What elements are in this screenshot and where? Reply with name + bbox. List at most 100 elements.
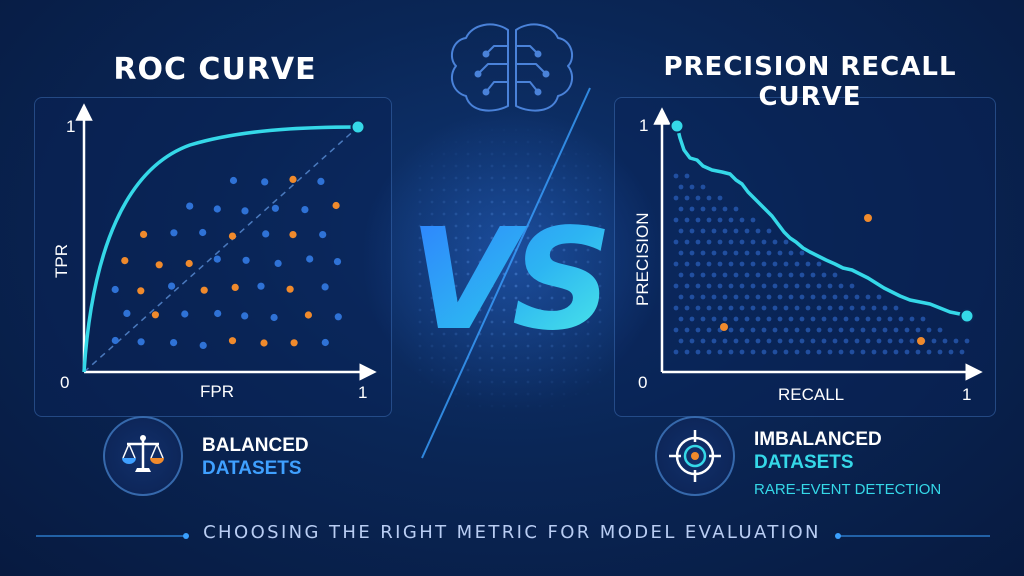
pr-negative-point: [717, 239, 723, 245]
pr-negative-point: [722, 316, 728, 322]
background-dot: [514, 200, 518, 204]
background-dot: [430, 308, 434, 312]
pr-negative-point: [926, 327, 932, 333]
background-dot: [467, 405, 470, 408]
background-dot: [526, 404, 530, 408]
background-dot: [418, 248, 422, 252]
background-dot: [430, 380, 434, 384]
background-dot: [526, 296, 530, 300]
background-dot: [526, 236, 530, 240]
background-dot: [514, 320, 518, 324]
background-dot: [454, 284, 458, 288]
background-dot: [478, 224, 482, 228]
background-dot: [418, 296, 422, 300]
background-dot: [574, 356, 578, 360]
pr-negative-point: [673, 283, 679, 289]
background-dot: [562, 332, 566, 336]
background-dot: [466, 176, 470, 180]
background-dot: [478, 380, 482, 384]
pr-negative-point: [678, 316, 684, 322]
background-dot: [442, 248, 446, 252]
background-dot: [514, 392, 518, 396]
pr-negative-point: [805, 349, 811, 355]
background-dot: [466, 260, 470, 264]
background-dot: [562, 212, 566, 216]
background-dot: [431, 393, 434, 396]
background-dot: [490, 176, 494, 180]
background-dot: [443, 393, 446, 396]
background-dot: [442, 284, 446, 288]
background-dot: [418, 344, 422, 348]
pr-negative-point: [673, 217, 679, 223]
pr-negative-point: [750, 239, 756, 245]
background-dot: [478, 404, 482, 408]
pr-negative-point: [794, 327, 800, 333]
pr-negative-point: [766, 272, 772, 278]
roc-negative-point: [334, 313, 342, 321]
background-dot: [502, 188, 506, 192]
background-dot: [526, 176, 530, 180]
pr-negative-point: [678, 184, 684, 190]
pr-curve: [675, 125, 968, 318]
background-dot: [526, 344, 530, 348]
background-dot: [478, 344, 482, 348]
pr-negative-point: [783, 349, 789, 355]
pr-negative-point: [843, 316, 849, 322]
pr-negative-point: [695, 261, 701, 267]
background-dot: [430, 332, 434, 336]
background-dot: [562, 248, 566, 252]
pr-negative-point: [854, 294, 860, 300]
background-dot: [454, 308, 458, 312]
background-dot: [502, 224, 506, 228]
pr-negative-point: [750, 327, 756, 333]
background-dot: [538, 308, 542, 312]
background-dot: [454, 392, 458, 396]
pr-negative-point: [805, 261, 811, 267]
pr-negative-point: [744, 250, 750, 256]
background-dot: [574, 392, 578, 396]
background-dot: [526, 188, 530, 192]
background-dot: [598, 212, 602, 216]
pr-negative-point: [794, 283, 800, 289]
background-dot: [586, 332, 590, 336]
background-dot: [466, 320, 470, 324]
pr-negative-point: [744, 228, 750, 234]
pr-negative-point: [821, 294, 827, 300]
roc-negative-point: [170, 229, 178, 237]
pr-negative-point: [909, 316, 915, 322]
roc-x-label: FPR: [200, 382, 234, 401]
pr-negative-point: [810, 294, 816, 300]
roc-negative-point: [242, 256, 250, 264]
background-dot: [538, 320, 542, 324]
pr-negative-point: [673, 261, 679, 267]
pr-negative-point: [733, 250, 739, 256]
pr-start-point: [669, 118, 685, 134]
roc-negative-point: [168, 282, 176, 290]
background-dot: [430, 368, 434, 372]
pr-positive-point: [864, 214, 872, 222]
background-dot: [454, 344, 458, 348]
background-dot: [478, 152, 482, 156]
background-dot: [598, 308, 602, 312]
background-dot: [562, 284, 566, 288]
background-dot: [442, 356, 446, 360]
background-dot: [586, 356, 590, 360]
background-dot: [454, 296, 458, 300]
background-dot: [430, 164, 434, 168]
vs-text: VS: [409, 199, 606, 362]
pr-negative-point: [755, 228, 761, 234]
background-dot: [467, 129, 470, 132]
pr-negative-point: [942, 338, 948, 344]
balance-scale-icon: [103, 416, 183, 496]
pr-negative-point: [684, 327, 690, 333]
pr-positive-point: [917, 337, 925, 345]
background-dot: [454, 176, 458, 180]
background-dot: [502, 152, 506, 156]
pr-negative-point: [761, 305, 767, 311]
background-dot: [478, 236, 482, 240]
background-dot: [574, 188, 578, 192]
pr-negative-point: [821, 338, 827, 344]
pr-negative-point: [766, 294, 772, 300]
background-dot: [418, 200, 422, 204]
background-dot: [526, 284, 530, 288]
